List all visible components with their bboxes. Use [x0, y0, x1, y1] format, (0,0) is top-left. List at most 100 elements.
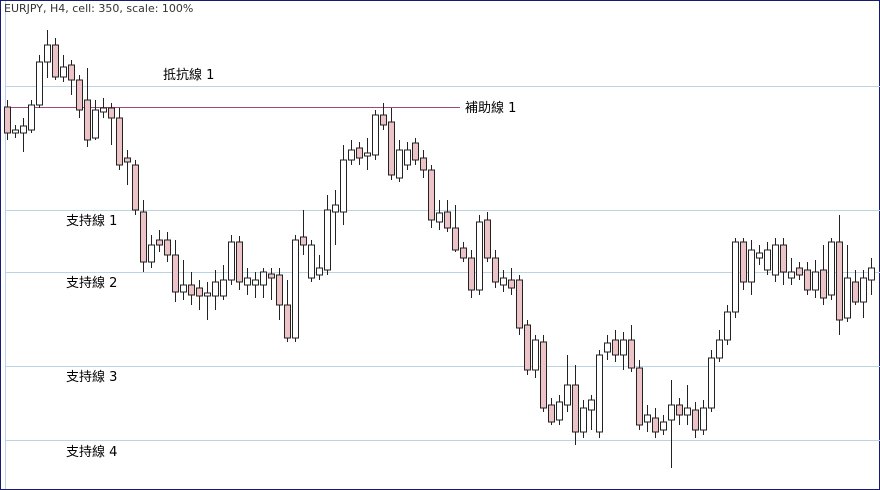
candle-body [836, 241, 843, 321]
candle-body [180, 284, 187, 293]
candle-body [444, 211, 451, 229]
candle-body [388, 121, 395, 176]
candle-body [132, 164, 139, 211]
candle-body [140, 211, 147, 263]
candle-body [668, 404, 675, 421]
candle-body [860, 277, 867, 303]
level-labels: 抵抗線 1 補助線 1 支持線 1 支持線 2 支持線 3 支持線 4 [66, 67, 516, 460]
candle-body [100, 107, 107, 113]
candle-body [724, 311, 731, 341]
candle-body [396, 149, 403, 179]
candle-body [204, 292, 211, 297]
candle-body [452, 227, 459, 251]
candle-body [572, 384, 579, 433]
candle-body [676, 404, 683, 416]
candle-body [628, 339, 635, 369]
candle-body [588, 399, 595, 411]
candle-body [76, 79, 83, 111]
candle-body [116, 117, 123, 166]
candle-body [684, 407, 691, 416]
candle-body [740, 241, 747, 283]
candle-body [148, 244, 155, 263]
candle-body [244, 277, 251, 286]
candle-body [36, 61, 43, 106]
candle-body [188, 284, 195, 296]
candle-body [780, 244, 787, 273]
candle-body [468, 257, 475, 291]
candle-body [660, 421, 667, 431]
candle-body [540, 341, 547, 409]
candle-body [44, 44, 51, 63]
candle-body [68, 64, 75, 81]
candle-body [564, 384, 571, 406]
candle-body [868, 267, 875, 281]
candle-body [212, 281, 219, 297]
candle-body [92, 109, 99, 139]
candle-body [604, 342, 611, 353]
candle-body [196, 287, 203, 297]
candle-body [404, 149, 411, 166]
level-label: 支持線 4 [66, 444, 117, 460]
chart-title: EURJPY, H4, cell: 350, scale: 100% [4, 2, 193, 15]
candle-body [124, 157, 131, 163]
candle-body [812, 271, 819, 291]
candle-body [220, 279, 227, 297]
candle-body [412, 142, 419, 161]
candle-body [708, 357, 715, 409]
candle-body [268, 273, 275, 279]
candle-body [844, 277, 851, 319]
candle-body [428, 169, 435, 221]
candle-body [308, 244, 315, 279]
candle-body [772, 244, 779, 276]
candle-body [596, 354, 603, 433]
candle-body [4, 106, 11, 134]
candle-body [636, 367, 643, 426]
candle-body [580, 407, 587, 433]
candle-body [252, 279, 259, 286]
candle-body [524, 324, 531, 371]
candle-body [228, 241, 235, 281]
candle-body [356, 147, 363, 159]
candle-body [156, 239, 163, 246]
candle-body [60, 66, 67, 78]
candle-body [164, 239, 171, 256]
level-label: 支持線 1 [66, 213, 117, 229]
candle-body [292, 239, 299, 339]
candle-body [492, 257, 499, 283]
candle-body [12, 129, 19, 134]
candle-body [716, 339, 723, 359]
candle-body [332, 204, 339, 213]
candle-body [52, 44, 59, 78]
level-label: 補助線 1 [465, 100, 516, 116]
candle-body [436, 212, 443, 223]
candle-body [316, 267, 323, 276]
candle-body [476, 221, 483, 291]
candle-body [420, 157, 427, 171]
candle-body [644, 414, 651, 423]
candle-body [236, 241, 243, 283]
candle-body [276, 274, 283, 306]
candle-body [748, 249, 755, 283]
candle-body [796, 267, 803, 276]
candle-body [852, 281, 859, 303]
candle-body [172, 254, 179, 293]
candle-body [612, 339, 619, 356]
candle-body [652, 417, 659, 433]
candle-body [532, 339, 539, 371]
candle-body [284, 304, 291, 339]
candle-body [364, 152, 371, 157]
candle-body [516, 279, 523, 329]
candle-body [732, 241, 739, 313]
candle-body [380, 114, 387, 126]
candle-body [764, 249, 771, 271]
candle-body [620, 339, 627, 356]
candle-body [500, 277, 507, 286]
candle-body [828, 241, 835, 296]
candle-body [692, 409, 699, 431]
candle-body [108, 107, 115, 119]
level-label: 抵抗線 1 [163, 67, 214, 83]
candle-body [788, 271, 795, 279]
candle-body [20, 125, 27, 134]
candle-body [324, 209, 331, 271]
